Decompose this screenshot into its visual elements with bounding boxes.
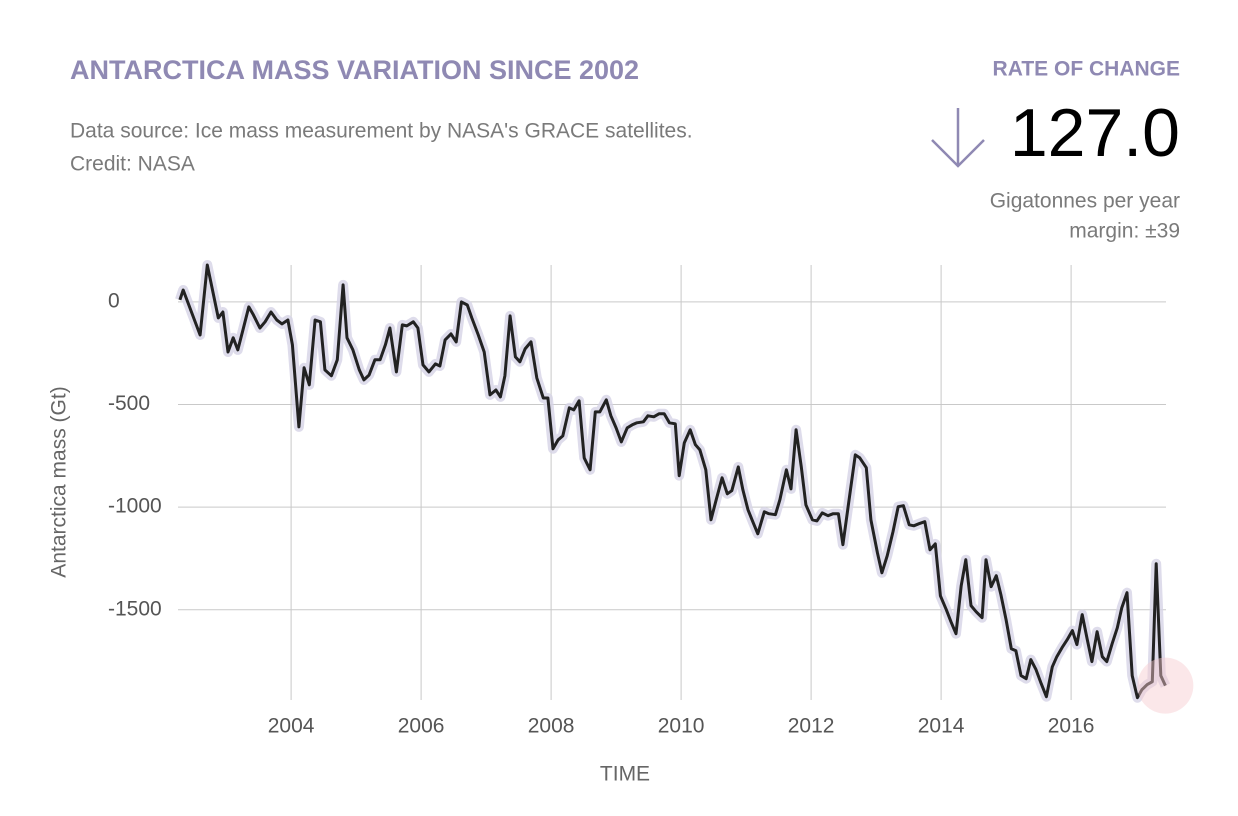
- x-tick-label: 2010: [658, 715, 705, 738]
- x-tick-label: 2006: [398, 715, 445, 738]
- x-axis-label: TIME: [600, 763, 650, 786]
- y-tick-label: 0: [108, 289, 120, 312]
- y-tick-label: -1500: [108, 597, 162, 620]
- rate-label: RATE OF CHANGE: [993, 58, 1180, 81]
- rate-margin: margin: ±39: [1069, 220, 1180, 243]
- x-tick-label: 2014: [918, 715, 965, 738]
- subtitle: Data source: Ice mass measurement by NAS…: [70, 120, 693, 143]
- uncertainty-band: [175, 260, 1170, 703]
- end-highlight: [1137, 657, 1194, 714]
- x-tick-label: 2008: [528, 715, 575, 738]
- y-tick-label: -1000: [108, 495, 162, 518]
- data-line: [178, 263, 1167, 700]
- x-tick-label: 2016: [1048, 715, 1095, 738]
- x-tick-label: 2004: [268, 715, 315, 738]
- down-arrow: [931, 108, 985, 168]
- y-axis-label: Antarctica mass (Gt): [48, 386, 71, 577]
- rate-value: 127.0: [1010, 95, 1180, 171]
- x-tick-label: 2012: [788, 715, 835, 738]
- y-tick-label: -500: [108, 392, 150, 415]
- subtitle: Credit: NASA: [70, 153, 195, 176]
- rate-unit: Gigatonnes per year: [990, 190, 1180, 213]
- chart-title: ANTARCTICA MASS VARIATION SINCE 2002: [70, 55, 639, 85]
